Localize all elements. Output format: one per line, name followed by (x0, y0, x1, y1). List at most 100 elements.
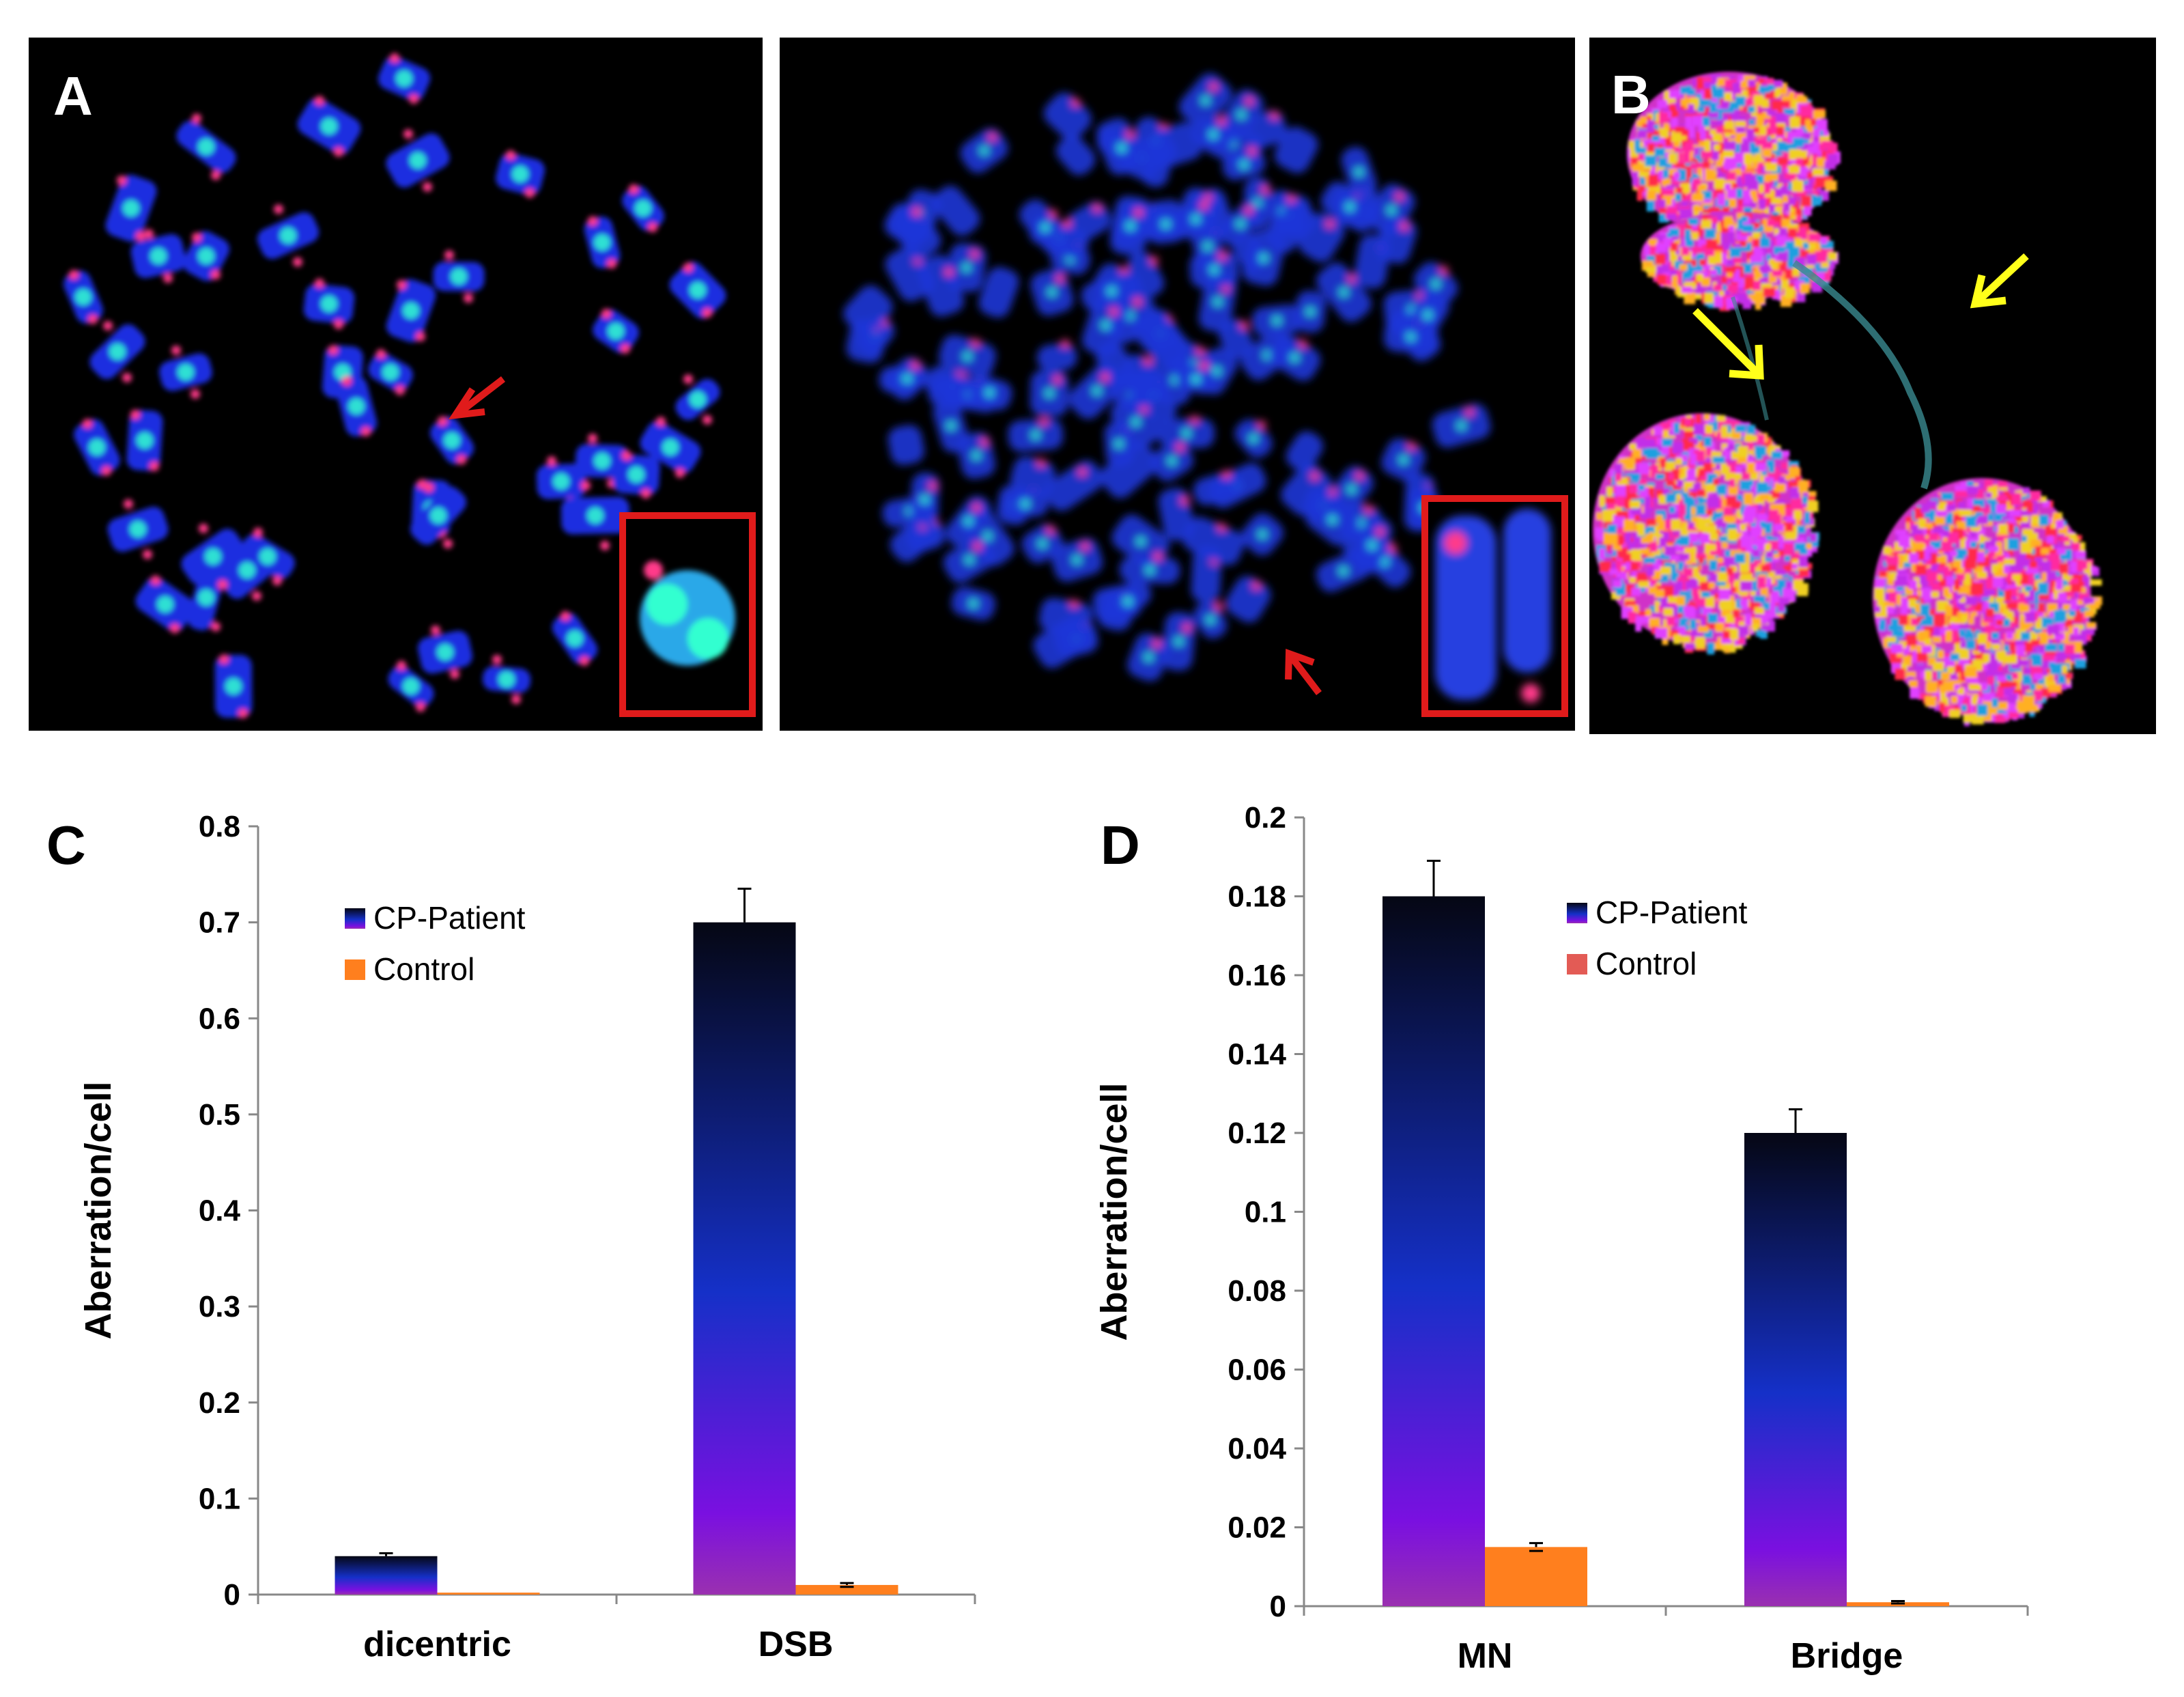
chromatin-speck (1708, 573, 1718, 583)
chromatin-speck (1711, 85, 1717, 94)
chromatin-speck (2069, 549, 2078, 559)
metaphase-image-left: A (29, 38, 763, 731)
chromatin-speck (1755, 607, 1764, 615)
chromatin-speck (1697, 239, 1707, 247)
chromatin-speck (1909, 580, 1917, 590)
arrow-head (1285, 648, 1315, 680)
chromatin-speck (1764, 522, 1772, 534)
chromosome (1043, 92, 1092, 140)
chromatin-speck (1798, 565, 1808, 572)
chromatin-speck (1738, 587, 1748, 596)
chromatin-speck (1677, 561, 1684, 572)
chromatin-speck (2058, 643, 2065, 651)
chart-d-svg: 00.020.040.060.080.10.120.140.160.180.2A… (1094, 801, 2029, 1676)
centromere-signal (1258, 253, 1268, 263)
y-tick-label: 0.18 (1228, 880, 1286, 914)
chromatin-speck (1737, 446, 1748, 458)
chromatin-speck (1968, 548, 1978, 560)
chromatin-speck (1755, 457, 1764, 464)
chromatin-speck (1959, 509, 1972, 517)
telomere-signal (395, 385, 405, 395)
chromatin-speck (1717, 171, 1723, 182)
chromatin-speck (1992, 643, 2001, 650)
chromatin-speck (1612, 505, 1624, 513)
chromatin-speck (1823, 130, 1829, 137)
chromatin-speck (1996, 686, 2004, 697)
chromatin-speck (1986, 576, 1996, 585)
chromatin-speck (1673, 422, 1679, 434)
chromatin-speck (1825, 180, 1837, 191)
chromatin-speck (1756, 482, 1769, 494)
chromatin-speck (1785, 287, 1795, 298)
chromatin-speck (1685, 239, 1694, 247)
chromatin-speck (1733, 638, 1745, 645)
centromere-signal (321, 296, 337, 312)
chromatin-speck (1932, 673, 1939, 679)
centromere-signal (150, 248, 167, 264)
chromatin-speck (1931, 583, 1944, 591)
chromatin-speck (1639, 171, 1650, 178)
chromatin-speck (1796, 158, 1803, 166)
chromatin-speck (1782, 165, 1788, 171)
chromatin-speck (1740, 506, 1746, 515)
chromatin-speck (1756, 538, 1768, 544)
centromere-signal (628, 466, 644, 483)
chromatin-speck (1654, 148, 1666, 157)
chromosome-zoom (1435, 516, 1497, 700)
chromatin-speck (1755, 630, 1765, 637)
centromere-signal (259, 548, 276, 565)
chromosome (1130, 307, 1190, 369)
chromatin-speck (1767, 219, 1774, 227)
chromatin-speck (1788, 466, 1800, 479)
chromatin-speck (1735, 96, 1746, 107)
chromatin-speck (1665, 135, 1672, 147)
chromosome (1100, 441, 1159, 499)
telomere-signal (1063, 219, 1072, 228)
telomere-signal (1287, 195, 1296, 204)
chromatin-speck (1792, 268, 1800, 277)
chromatin-speck (1963, 573, 1971, 586)
chromatin-speck (1728, 485, 1738, 495)
centromere-signal (1290, 352, 1300, 363)
chromatin-speck (1737, 455, 1748, 464)
chromatin-speck (1925, 696, 1936, 707)
chromatin-speck (1682, 183, 1690, 193)
chromatin-speck (2060, 580, 2069, 591)
chromatin-speck (1816, 272, 1825, 281)
chromatin-speck (1776, 233, 1787, 246)
chromatin-speck (1677, 479, 1684, 488)
chromatin-speck (1789, 116, 1800, 128)
chromatin-speck (1625, 562, 1635, 570)
chromatin-speck (1699, 533, 1710, 544)
chromatin-speck (1813, 128, 1821, 137)
chromatin-speck (1698, 145, 1706, 152)
y-tick-label: 0 (1270, 1590, 1286, 1623)
telomere-signal (1176, 443, 1185, 451)
chromatin-speck (1695, 553, 1707, 560)
chromatin-speck (1619, 516, 1626, 523)
chromatin-speck (1815, 177, 1824, 186)
chromatin-speck (1954, 589, 1963, 600)
chromatin-speck (1640, 116, 1647, 124)
chromatin-speck (1755, 250, 1763, 260)
chromatin-speck (1678, 504, 1686, 516)
chromatin-speck (1901, 663, 1908, 671)
chromatin-speck (1697, 253, 1705, 261)
chromatin-speck (1708, 550, 1716, 560)
chromatin-speck (1668, 596, 1677, 603)
chromatin-speck (2028, 631, 2035, 638)
chromatin-speck (1969, 648, 1981, 654)
chromatin-speck (1986, 596, 1994, 606)
chromatin-speck (1673, 141, 1681, 147)
chromatin-speck (1683, 606, 1694, 613)
centromere-signal (1338, 566, 1348, 576)
chromatin-speck (1733, 609, 1740, 618)
telomere-signal (588, 216, 597, 226)
chromatin-speck (1671, 468, 1680, 481)
y-axis-title: Aberration/cell (1094, 1082, 1135, 1341)
chromatin-speck (1757, 153, 1765, 163)
chromatin-speck (1669, 511, 1679, 520)
chromatin-speck (1675, 544, 1686, 552)
chromatin-speck (1978, 515, 1988, 524)
telomere-signal (444, 250, 454, 260)
